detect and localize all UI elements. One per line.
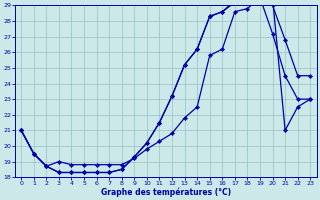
X-axis label: Graphe des températures (°C): Graphe des températures (°C) [101, 187, 231, 197]
